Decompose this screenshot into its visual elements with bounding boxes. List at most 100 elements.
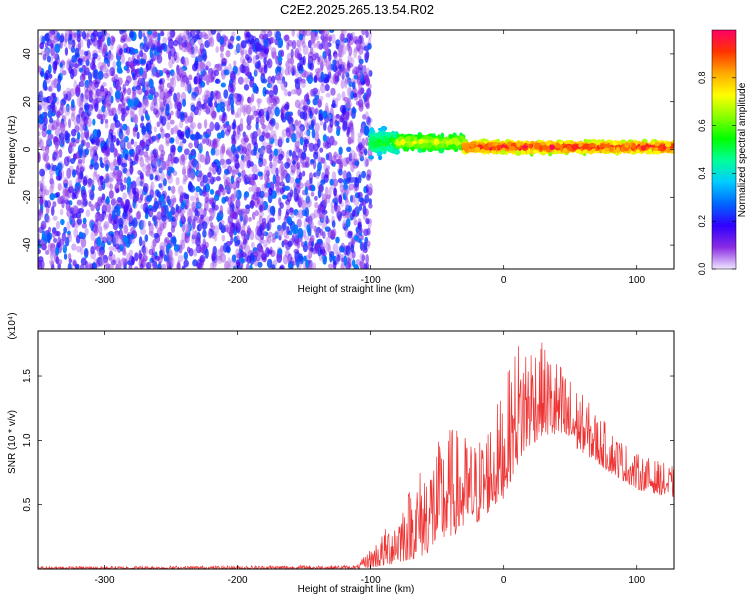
spectrogram-cell xyxy=(41,243,47,251)
spectrogram-cell xyxy=(61,232,66,242)
spectrogram-cell xyxy=(283,238,288,246)
spectrogram-cell xyxy=(262,124,269,134)
spectrogram-cell xyxy=(352,92,358,98)
spectrogram-cell xyxy=(316,40,321,49)
spectrogram-cell xyxy=(294,88,298,95)
spectrogram-cell xyxy=(298,209,304,219)
spectrogram-cell xyxy=(231,168,236,179)
spectrogram-cell xyxy=(92,36,98,47)
spectrogram-cell xyxy=(358,58,364,65)
spectrogram-cell xyxy=(249,230,255,241)
spectrogram-cell xyxy=(336,254,341,262)
spectrogram-cell xyxy=(38,118,44,124)
spectrogram-cell xyxy=(101,47,107,58)
spectrogram-cell xyxy=(104,118,109,124)
spectrogram-cell xyxy=(275,167,279,176)
spectrogram-cell xyxy=(290,48,294,59)
spectrogram-cell xyxy=(296,161,301,170)
spectrogram-cell xyxy=(357,90,362,98)
spectrogram-cell xyxy=(43,102,49,112)
spectrogram-cell xyxy=(159,250,164,258)
spectrogram-cell xyxy=(279,49,284,57)
spectrogram-cell xyxy=(288,149,293,157)
spectrogram-cell xyxy=(119,243,124,252)
spectrogram-cell xyxy=(141,138,145,148)
spectrogram-cell xyxy=(85,131,90,141)
spectrogram-cell xyxy=(318,95,324,101)
spectrogram-cell xyxy=(143,182,149,193)
spectrogram-cell xyxy=(141,99,147,110)
spectrogram-cell xyxy=(243,234,249,246)
spectrogram-cell xyxy=(198,31,204,39)
spectrogram-cell xyxy=(116,235,123,244)
spectrogram-cell xyxy=(306,129,311,137)
spectrogram-cell xyxy=(321,193,327,205)
spectrogram-cell xyxy=(162,221,167,229)
spectrogram-cell xyxy=(167,30,171,40)
spectrogram-cell xyxy=(141,163,148,173)
spectrogram-cell xyxy=(113,167,117,176)
spectrogram-cell xyxy=(152,191,158,199)
spectrogram-cell xyxy=(215,30,222,34)
spectrogram-cell xyxy=(248,47,253,55)
spectrogram-cell xyxy=(263,38,269,48)
spectrogram-cell xyxy=(244,134,249,144)
spectrogram-cell xyxy=(64,32,68,43)
spectrogram-cell xyxy=(315,169,320,179)
spectrogram-cell xyxy=(237,76,244,85)
spectrogram-cell xyxy=(357,63,364,71)
spectrogram-cell xyxy=(299,124,305,132)
spectrogram-cell xyxy=(208,74,214,83)
spectrogram-cell xyxy=(202,138,207,144)
spectrogram-cell xyxy=(285,60,290,69)
spectrogram-cell xyxy=(95,226,99,234)
spectrogram-cell xyxy=(252,111,257,119)
spectrogram-cell xyxy=(76,131,81,140)
spectrogram-cell xyxy=(294,69,300,78)
spectrogram-cell xyxy=(125,46,132,54)
spectrogram-cell xyxy=(261,221,268,229)
spectrogram-cell xyxy=(335,209,341,216)
spectrogram-cell xyxy=(256,128,262,136)
spectrogram-cell xyxy=(120,198,124,207)
spectrogram-cell xyxy=(129,30,135,39)
spectrogram-cell xyxy=(41,230,46,241)
spectrogram-cell xyxy=(215,176,221,182)
spectrogram-cell xyxy=(59,35,65,43)
spectrogram-cell xyxy=(38,248,42,255)
spectrogram-cell xyxy=(223,89,229,99)
spectrogram-cell xyxy=(279,187,285,194)
spectrogram-cell xyxy=(363,241,368,251)
spectrogram-cell xyxy=(60,98,67,106)
spectrogram-cell xyxy=(69,88,76,97)
spectrogram-cell xyxy=(110,233,114,242)
spectrogram-cell xyxy=(195,216,201,224)
spectrogram-cell xyxy=(66,209,71,217)
spectrogram-cell xyxy=(156,121,161,128)
spectrogram-cell xyxy=(278,207,282,217)
spectrogram-cell xyxy=(351,107,357,115)
spectrogram-cell xyxy=(362,113,367,120)
spectrogram-cell xyxy=(84,50,89,57)
spectrogram-cell xyxy=(127,56,132,66)
spectrogram-cell xyxy=(76,216,82,226)
spectrogram-cell xyxy=(368,202,373,209)
spectrogram-cell xyxy=(250,114,255,120)
spectrogram-cell xyxy=(40,259,45,269)
spectrogram-cell xyxy=(110,198,116,206)
spectrogram-cell xyxy=(70,112,75,122)
spectrogram-cell xyxy=(220,253,227,263)
spectrogram-cell xyxy=(152,214,158,221)
spectrogram-cell xyxy=(141,30,146,36)
spectrogram-cell xyxy=(103,156,109,164)
spectrogram-cell xyxy=(49,178,54,185)
spectrogram-cell xyxy=(48,86,53,92)
spectrogram-cell xyxy=(232,119,237,129)
spectrogram-cell xyxy=(269,161,273,169)
spectrogram-cell xyxy=(339,39,345,49)
spectrogram-cell xyxy=(294,47,300,59)
spectrogram-cell xyxy=(248,186,253,193)
spectrogram-cell xyxy=(326,36,331,42)
spectrogram-cell xyxy=(179,212,185,222)
spectrogram-cell xyxy=(335,43,340,50)
